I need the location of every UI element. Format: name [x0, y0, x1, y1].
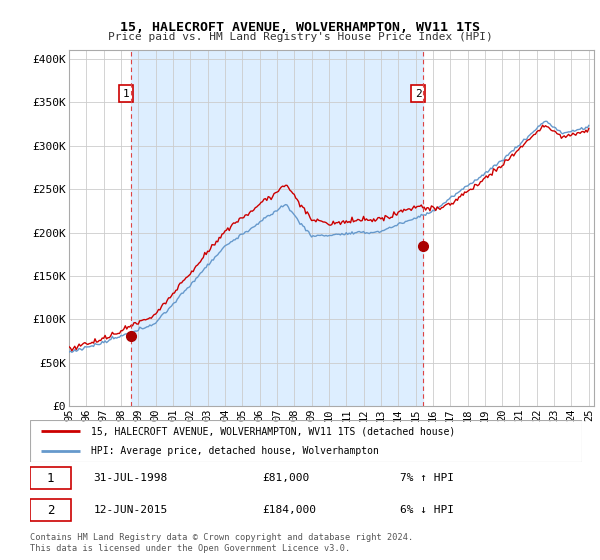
Text: 15, HALECROFT AVENUE, WOLVERHAMPTON, WV11 1TS (detached house): 15, HALECROFT AVENUE, WOLVERHAMPTON, WV1… [91, 426, 455, 436]
Text: £81,000: £81,000 [262, 473, 309, 483]
Text: HPI: Average price, detached house, Wolverhampton: HPI: Average price, detached house, Wolv… [91, 446, 379, 456]
Text: 1: 1 [122, 89, 129, 99]
Text: 12-JUN-2015: 12-JUN-2015 [94, 505, 168, 515]
Bar [30, 499, 71, 521]
Text: Price paid vs. HM Land Registry's House Price Index (HPI): Price paid vs. HM Land Registry's House … [107, 32, 493, 43]
Text: £184,000: £184,000 [262, 505, 316, 515]
Bar [30, 466, 71, 489]
Text: 7% ↑ HPI: 7% ↑ HPI [400, 473, 454, 483]
Text: 2: 2 [47, 503, 54, 517]
Text: 15, HALECROFT AVENUE, WOLVERHAMPTON, WV11 1TS: 15, HALECROFT AVENUE, WOLVERHAMPTON, WV1… [120, 21, 480, 34]
Text: 31-JUL-1998: 31-JUL-1998 [94, 473, 168, 483]
Text: 2: 2 [415, 89, 422, 99]
Text: 1: 1 [47, 472, 54, 484]
Bar [131, 50, 424, 406]
Text: Contains HM Land Registry data © Crown copyright and database right 2024.
This d: Contains HM Land Registry data © Crown c… [30, 533, 413, 553]
Text: 6% ↓ HPI: 6% ↓ HPI [400, 505, 454, 515]
